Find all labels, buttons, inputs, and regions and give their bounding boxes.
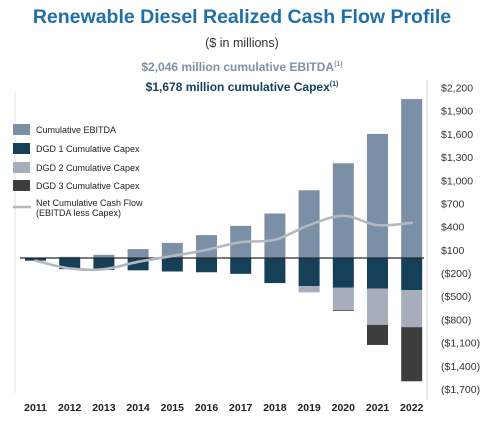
- bar-ebitda-2018: [264, 213, 286, 258]
- bar-ebitda-2012: [59, 256, 81, 258]
- capex-note-text: $1,678 million cumulative Capex: [145, 80, 330, 94]
- x-axis-ticks: 2011 2012 2013 2014 2015 2016 2017 2018 2019 2020…: [24, 402, 423, 414]
- capex-note: $1,678 million cumulative Capex(1): [0, 80, 484, 94]
- y-tick-label: ($1,400): [441, 361, 480, 373]
- bar-ebitda-2022: [401, 99, 423, 258]
- x-tick-label: 2012: [58, 402, 82, 414]
- legend-label: Cumulative EBITDA: [36, 125, 116, 135]
- bar-ebitda-2013: [93, 254, 115, 258]
- x-tick-label: 2015: [161, 402, 185, 414]
- y-tick-label: $400: [441, 222, 465, 234]
- chart-subtitle: ($ in millions): [205, 36, 279, 50]
- y-tick-label: ($200): [441, 268, 471, 280]
- bar-ebitda-2014: [127, 249, 149, 258]
- bar-dgd2-2019: [298, 286, 320, 293]
- y-tick-label: ($1,100): [441, 338, 480, 350]
- x-tick-label: 2019: [297, 402, 321, 414]
- bar-dgd2-2020: [332, 287, 354, 311]
- legend-label: DGD 2 Cumulative Capex: [36, 163, 140, 173]
- legend-label: DGD 3 Cumulative Capex: [36, 181, 140, 191]
- bar-dgd1-2015: [161, 257, 183, 272]
- bar-dgd2-2021: [367, 288, 388, 325]
- bars-group: [25, 99, 423, 382]
- legend-swatch: [13, 162, 30, 173]
- bar-dgd2-2022: [401, 290, 423, 328]
- bar-dgd1-2020: [332, 257, 354, 288]
- legend-swatch: [13, 143, 30, 154]
- y-tick-label: $1,300: [441, 152, 473, 164]
- x-tick-label: 2011: [24, 402, 47, 414]
- bar-dgd1-2012: [59, 257, 81, 270]
- x-tick-label: 2021: [366, 402, 390, 414]
- legend-swatch: [13, 180, 30, 191]
- x-tick-label: 2022: [400, 402, 424, 414]
- y-tick-label: $1,600: [441, 129, 473, 141]
- net-line-group: [34, 214, 413, 272]
- ebitda-note-footnote: (1): [334, 61, 343, 68]
- x-tick-label: 2020: [332, 402, 356, 414]
- bar-ebitda-2021: [367, 133, 388, 258]
- legend-swatch: [13, 124, 30, 135]
- bar-dgd3-2020: [332, 310, 354, 311]
- ebitda-note: $2,046 million cumulative EBITDA(1): [0, 60, 484, 74]
- bar-dgd3-2022: [401, 327, 423, 382]
- legend: Cumulative EBITDA DGD 1 Cumulative Capex D…: [13, 124, 143, 218]
- net-cash-flow-line: [34, 214, 413, 272]
- y-tick-label: $100: [441, 245, 465, 257]
- y-tick-label: ($800): [441, 314, 471, 326]
- bar-dgd1-2016: [196, 257, 217, 273]
- y-tick-label: $2,200: [441, 83, 473, 95]
- x-tick-label: 2013: [92, 402, 116, 414]
- x-tick-label: 2017: [229, 402, 253, 414]
- y-tick-label: $1,000: [441, 175, 473, 187]
- bar-dgd1-2013: [93, 257, 115, 270]
- bar-dgd1-2022: [401, 257, 423, 291]
- bar-dgd1-2011: [25, 257, 46, 261]
- ebitda-note-text: $2,046 million cumulative EBITDA: [141, 60, 335, 74]
- bar-dgd1-2017: [230, 257, 252, 274]
- bar-dgd3-2021: [367, 324, 388, 345]
- x-tick-label: 2014: [126, 402, 150, 414]
- legend-label-net: Net Cumulative Cash Flow (EBITDA less Cap…: [36, 198, 143, 218]
- legend-label: DGD 1 Cumulative Capex: [36, 144, 140, 154]
- x-tick-label: 2016: [195, 402, 219, 414]
- bar-dgd1-2018: [264, 257, 286, 284]
- x-tick-label: 2018: [263, 402, 287, 414]
- bar-dgd1-2019: [298, 257, 320, 287]
- capex-note-footnote: (1): [329, 81, 339, 88]
- bar-ebitda-2020: [332, 163, 354, 258]
- y-tick-label: $1,900: [441, 106, 473, 118]
- y-tick-label: $700: [441, 198, 465, 210]
- chart-title: Renewable Diesel Realized Cash Flow Prof…: [32, 6, 452, 28]
- y-axis-ticks: $2,200 $1,900 $1,600 $1,300 $1,000 $700 $400 $1…: [441, 83, 480, 397]
- y-tick-label: ($1,700): [441, 384, 480, 396]
- bar-ebitda-2016: [196, 235, 217, 258]
- y-tick-label: ($500): [441, 291, 471, 303]
- bar-dgd1-2021: [367, 257, 388, 289]
